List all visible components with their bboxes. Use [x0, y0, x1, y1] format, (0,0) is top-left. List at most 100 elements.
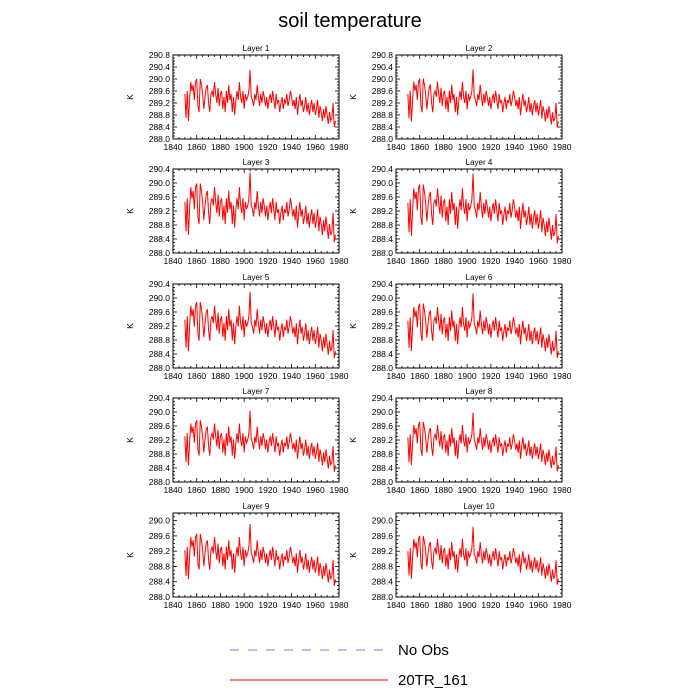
series-line: [407, 412, 559, 472]
x-tick-label: 1880: [434, 371, 453, 381]
y-tick-label: 288.8: [372, 110, 394, 120]
y-tick-label: 288.8: [149, 110, 171, 120]
y-tick-label: 288.8: [372, 449, 394, 459]
x-tick-label: 1920: [481, 256, 500, 266]
y-tick-label: 288.4: [372, 577, 394, 587]
y-axis-label: K: [125, 323, 135, 329]
x-tick-label: 1900: [458, 371, 477, 381]
x-tick-label: 1840: [387, 485, 406, 495]
y-tick-label: 289.2: [372, 206, 394, 216]
y-tick-label: 289.2: [149, 435, 171, 445]
y-tick-label: 288.0: [149, 477, 171, 487]
y-axis-label: K: [348, 323, 358, 329]
x-tick-label: 1880: [434, 600, 453, 610]
x-tick-label: 1880: [434, 142, 453, 152]
panel-1: Layer 1 1840 1860 1880 1900 1920 1940 1960 1980 2…: [125, 44, 349, 152]
legend-label-no-obs: No Obs: [398, 642, 449, 659]
panel-title: Layer 5: [243, 273, 270, 282]
series-line: [184, 172, 336, 243]
x-tick-label: 1880: [211, 256, 230, 266]
panel-8: Layer 8 1840 1860 1880 1900 1920 1940 1960 1980 2…: [348, 387, 572, 495]
y-tick-label: 289.6: [372, 421, 394, 431]
panel-9: Layer 9 1840 1860 1880 1900 1920 1940 1960 1980 2…: [125, 502, 349, 610]
x-tick-label: 1960: [306, 485, 325, 495]
y-tick-label: 288.8: [149, 561, 171, 571]
x-tick-label: 1900: [458, 600, 477, 610]
y-tick-label: 290.0: [149, 178, 171, 188]
x-tick-label: 1920: [481, 485, 500, 495]
x-tick-label: 1980: [330, 485, 349, 495]
x-tick-label: 1920: [481, 142, 500, 152]
y-tick-label: 290.4: [149, 393, 171, 403]
x-tick-label: 1980: [553, 485, 572, 495]
y-tick-label: 289.2: [372, 435, 394, 445]
y-tick-label: 289.6: [149, 531, 171, 541]
y-tick-label: 289.2: [149, 98, 171, 108]
x-tick-label: 1980: [330, 256, 349, 266]
x-tick-label: 1900: [458, 256, 477, 266]
y-tick-label: 290.4: [149, 62, 171, 72]
x-tick-label: 1840: [387, 371, 406, 381]
x-tick-label: 1880: [211, 485, 230, 495]
panel-title: Layer 3: [243, 158, 270, 167]
y-tick-label: 290.8: [149, 50, 171, 60]
x-tick-label: 1860: [187, 485, 206, 495]
x-tick-label: 1920: [258, 600, 277, 610]
x-tick-label: 1860: [410, 371, 429, 381]
x-tick-label: 1840: [387, 600, 406, 610]
x-tick-label: 1960: [306, 256, 325, 266]
x-tick-label: 1960: [529, 142, 548, 152]
x-tick-label: 1860: [187, 256, 206, 266]
x-tick-label: 1920: [481, 371, 500, 381]
y-tick-label: 289.6: [149, 421, 171, 431]
x-tick-label: 1860: [410, 142, 429, 152]
x-tick-label: 1980: [330, 371, 349, 381]
series-line: [184, 524, 336, 586]
legend-label-20tr-161: 20TR_161: [398, 672, 468, 689]
panel-title: Layer 9: [243, 502, 270, 511]
x-tick-label: 1940: [505, 256, 524, 266]
x-tick-label: 1860: [187, 600, 206, 610]
x-tick-label: 1940: [282, 371, 301, 381]
x-tick-label: 1900: [235, 142, 254, 152]
y-tick-label: 290.8: [372, 50, 394, 60]
y-axis-label: K: [348, 437, 358, 443]
y-tick-label: 288.0: [372, 477, 394, 487]
y-tick-label: 288.0: [372, 363, 394, 373]
series-line: [184, 69, 336, 128]
panel-title: Layer 7: [243, 387, 270, 396]
x-tick-label: 1880: [211, 371, 230, 381]
y-tick-label: 288.4: [149, 234, 171, 244]
y-tick-label: 290.0: [149, 407, 171, 417]
y-tick-label: 288.4: [149, 463, 171, 473]
x-tick-label: 1880: [211, 600, 230, 610]
y-axis-label: K: [125, 94, 135, 100]
y-tick-label: 288.0: [149, 248, 171, 258]
y-tick-label: 289.2: [149, 321, 171, 331]
y-tick-label: 290.4: [372, 164, 394, 174]
y-tick-label: 288.0: [372, 248, 394, 258]
series-line: [407, 293, 559, 359]
y-tick-label: 289.2: [149, 206, 171, 216]
x-tick-label: 1840: [387, 256, 406, 266]
y-tick-label: 289.2: [149, 546, 171, 556]
x-tick-label: 1860: [410, 485, 429, 495]
y-tick-label: 289.2: [372, 321, 394, 331]
y-tick-label: 288.8: [372, 220, 394, 230]
x-tick-label: 1840: [164, 600, 183, 610]
y-tick-label: 290.0: [149, 293, 171, 303]
x-tick-label: 1980: [553, 600, 572, 610]
y-tick-label: 288.0: [149, 134, 171, 144]
y-tick-label: 289.6: [372, 192, 394, 202]
x-tick-label: 1920: [258, 142, 277, 152]
panel-title: Layer 4: [466, 158, 493, 167]
panel-title: Layer 1: [243, 44, 270, 53]
y-tick-label: 289.2: [372, 98, 394, 108]
x-tick-label: 1900: [235, 600, 254, 610]
y-axis-label: K: [348, 552, 358, 558]
y-tick-label: 290.4: [372, 393, 394, 403]
y-tick-label: 289.6: [149, 307, 171, 317]
x-tick-label: 1880: [434, 485, 453, 495]
x-tick-label: 1880: [434, 256, 453, 266]
panel-grid: Layer 1 1840 1860 1880 1900 1920 1940 1960 1980 2…: [125, 44, 572, 610]
